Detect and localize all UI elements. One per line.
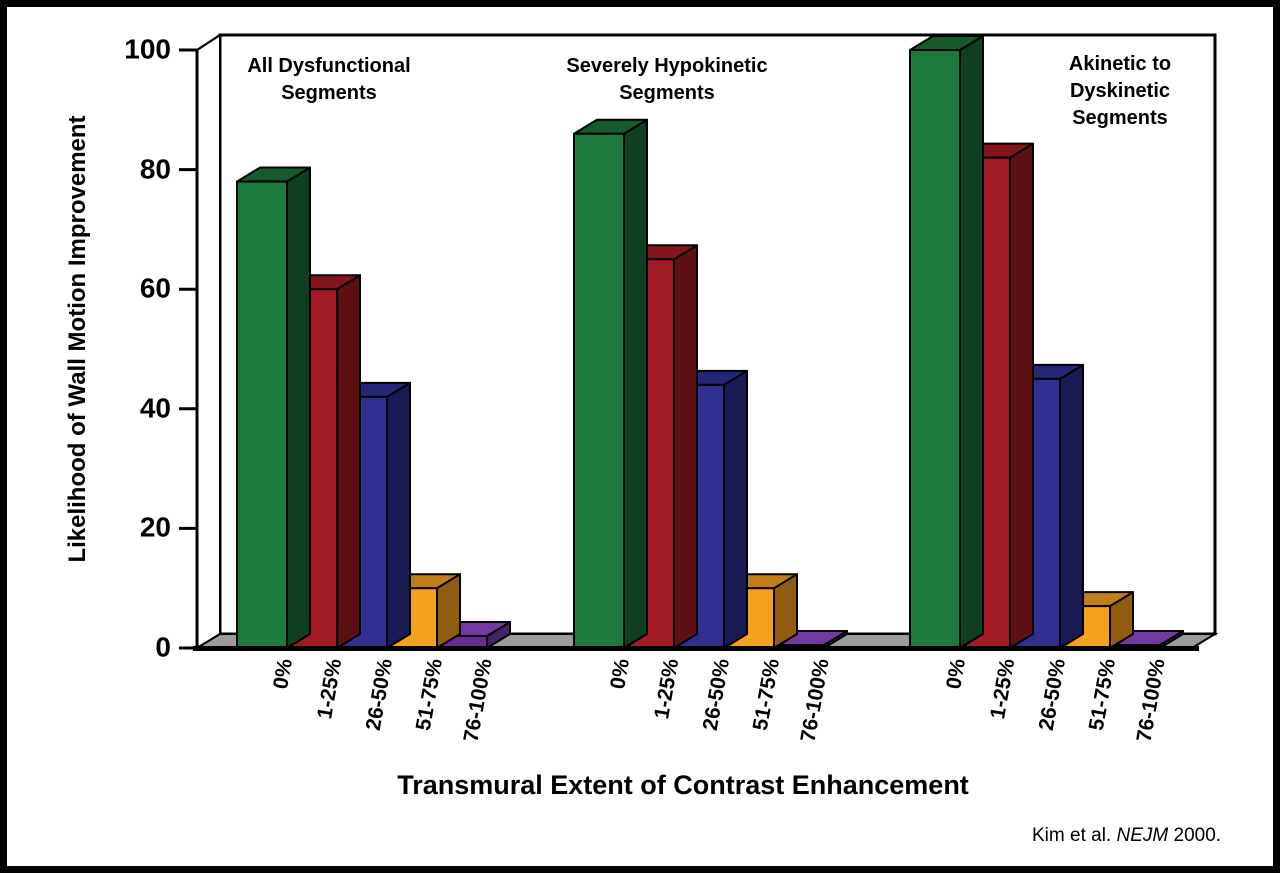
group-label-akinetic-dyskinetic: Akinetic to Dyskinetic Segments [1068, 53, 1172, 129]
chart-left-wall [196, 33, 221, 650]
x-axis-title: Transmural Extent of Contrast Enhancemen… [397, 770, 969, 800]
bar-0-1-side [336, 274, 361, 649]
citation: Kim et al. NEJM 2000. [1032, 825, 1221, 847]
y-tick-label: 60 [139, 272, 171, 304]
bar-2-0-front [909, 49, 961, 649]
x-axis-baseline [193, 646, 1199, 651]
y-tick-label: 0 [155, 631, 171, 663]
y-axis-top-edge [196, 34, 221, 51]
y-tick-label: 80 [139, 152, 171, 184]
category-label-text: 0% [941, 657, 970, 691]
y-tick-label: 40 [139, 392, 171, 424]
bar-1-0-side [623, 118, 648, 649]
bar-0-0-front [236, 180, 288, 649]
citation-prefix: Kim et al. [1032, 825, 1117, 846]
bar-1-0-front [573, 132, 625, 650]
bar-0-2-side [386, 381, 411, 649]
group-label-all-dysfunctional: All Dysfunctional Segments [247, 55, 411, 104]
bar-0-0-side [286, 166, 311, 649]
y-tick-label: 100 [124, 33, 171, 65]
bar-2-1-side [1009, 142, 1034, 649]
citation-journal: NEJM [1116, 825, 1169, 846]
y-tick-label: 20 [139, 511, 171, 543]
bar-chart-3d [179, 33, 1219, 651]
group-label-severely-hypokinetic: Severely Hypokinetic Segments [566, 55, 768, 104]
category-label-text: 0% [268, 657, 297, 691]
bar-2-0-side [959, 35, 984, 649]
bar-1-1-side [673, 244, 698, 649]
citation-suffix: 2000. [1168, 825, 1222, 846]
bar-1-2-side [723, 369, 748, 649]
category-label-text: 0% [605, 657, 634, 691]
bar-2-2-side [1059, 363, 1084, 649]
y-axis-title: Likelihood of Wall Motion Improvement [64, 115, 91, 563]
